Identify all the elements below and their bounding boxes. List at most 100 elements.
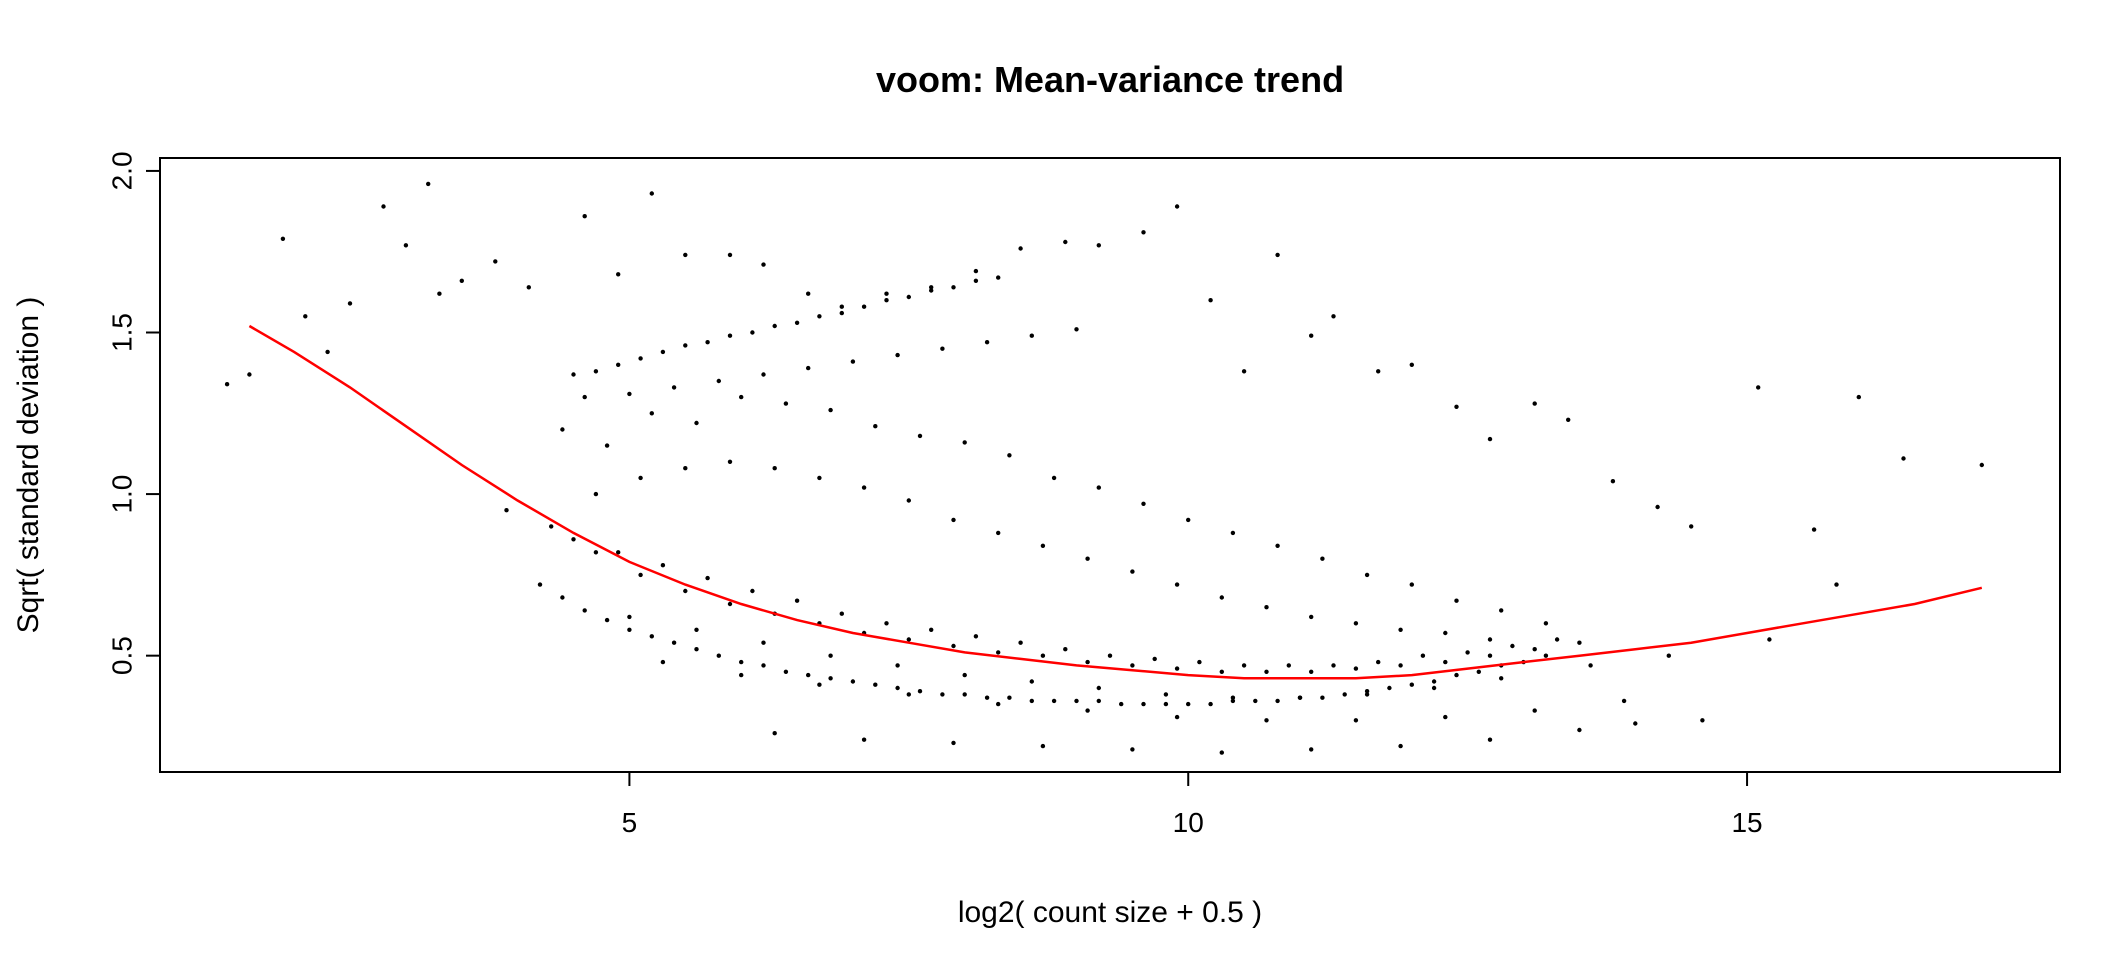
data-point — [1979, 462, 1985, 468]
data-point — [1174, 666, 1180, 671]
data-point — [951, 517, 956, 523]
data-point — [727, 252, 733, 258]
data-point — [638, 475, 643, 481]
data-point — [694, 647, 699, 652]
data-point — [224, 382, 230, 387]
data-point — [1275, 543, 1280, 548]
data-point — [1107, 653, 1113, 658]
data-point — [1364, 572, 1370, 578]
data-point — [727, 459, 733, 464]
data-point — [705, 575, 710, 581]
data-point — [1309, 669, 1314, 674]
data-point — [1689, 524, 1694, 529]
data-point — [1398, 743, 1403, 749]
data-point — [1487, 653, 1493, 658]
data-point — [1454, 404, 1459, 409]
data-point — [705, 340, 710, 345]
data-point — [660, 659, 666, 665]
data-point — [873, 682, 878, 687]
data-point — [571, 537, 576, 542]
data-point — [1007, 695, 1012, 700]
data-point — [1074, 698, 1079, 704]
data-point — [649, 191, 654, 196]
y-tick-label: 1.5 — [106, 313, 137, 352]
data-point — [1431, 679, 1437, 684]
data-point — [839, 611, 844, 616]
data-points-layer — [224, 181, 1985, 755]
data-point — [1320, 695, 1325, 700]
data-point — [638, 572, 643, 578]
data-point — [783, 669, 789, 674]
data-point — [582, 394, 587, 400]
data-point — [1376, 659, 1381, 665]
data-point — [1264, 718, 1269, 723]
data-point — [526, 285, 531, 290]
data-point — [593, 369, 599, 374]
x-tick-label: 15 — [1731, 807, 1762, 838]
data-point — [1443, 714, 1448, 720]
data-point — [649, 634, 654, 639]
data-point — [671, 385, 677, 390]
data-point — [1499, 676, 1504, 681]
data-point — [1532, 401, 1537, 406]
data-point — [716, 653, 721, 658]
data-point — [861, 304, 867, 309]
data-point — [1655, 504, 1660, 510]
x-tick-label: 5 — [622, 807, 638, 838]
data-point — [861, 485, 867, 490]
data-point — [627, 391, 632, 397]
data-point — [381, 204, 386, 209]
data-point — [1007, 453, 1012, 458]
data-point — [727, 333, 733, 338]
data-point — [627, 627, 632, 632]
data-point — [1130, 747, 1135, 752]
data-point — [1085, 556, 1090, 561]
x-axis-label: log2( count size + 0.5 ) — [958, 896, 1262, 929]
data-point — [1487, 737, 1493, 742]
data-point — [593, 491, 599, 497]
data-point — [1219, 669, 1225, 674]
data-point — [1163, 692, 1169, 697]
data-point — [604, 617, 610, 623]
data-point — [1085, 708, 1090, 713]
data-point — [1532, 708, 1537, 713]
data-point — [1241, 663, 1247, 668]
data-point — [750, 330, 755, 335]
data-point — [280, 236, 286, 241]
data-point — [761, 663, 766, 668]
data-point — [1208, 298, 1213, 303]
data-point — [1309, 747, 1314, 752]
data-point — [683, 588, 688, 594]
data-point — [1387, 685, 1392, 691]
data-point — [1253, 698, 1258, 704]
data-point — [1309, 333, 1314, 338]
data-point — [1275, 252, 1280, 258]
data-point — [739, 659, 744, 665]
data-point — [1834, 582, 1839, 587]
data-point — [1230, 698, 1236, 704]
data-point — [1454, 598, 1459, 603]
data-point — [861, 737, 867, 742]
data-point — [996, 530, 1001, 536]
data-point — [1577, 727, 1582, 733]
data-point — [1364, 689, 1370, 694]
data-point — [929, 288, 934, 293]
data-point — [783, 401, 789, 406]
data-point — [906, 294, 911, 300]
data-point — [1554, 637, 1560, 642]
data-point — [850, 359, 856, 364]
data-point — [1018, 246, 1023, 251]
data-point — [582, 608, 587, 613]
data-point — [347, 301, 353, 306]
data-point — [917, 689, 923, 694]
data-point — [1096, 243, 1102, 248]
data-point — [772, 731, 777, 736]
data-point — [806, 291, 811, 296]
data-point — [772, 323, 777, 329]
data-point — [1018, 640, 1023, 645]
data-point — [683, 466, 688, 471]
data-point — [1029, 698, 1035, 704]
data-point — [1219, 750, 1225, 755]
data-point — [1811, 527, 1817, 532]
